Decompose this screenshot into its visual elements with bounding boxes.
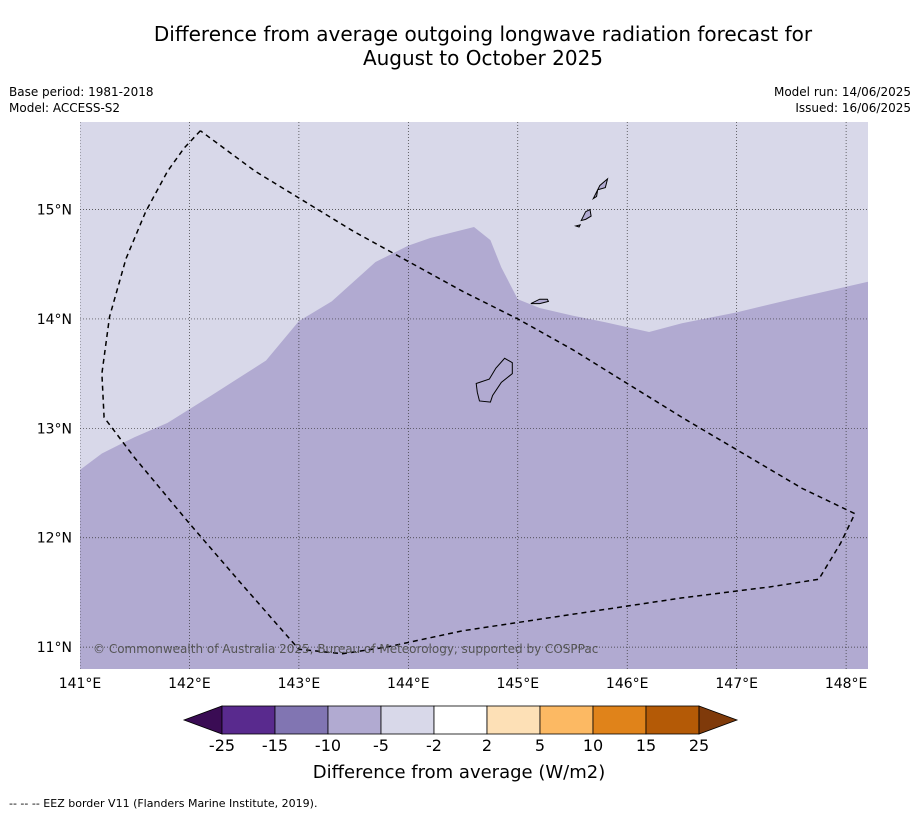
colorbar-label: 25: [689, 736, 709, 755]
colorbar-swatch: [380, 705, 435, 735]
lat-tick-label: 15°N: [37, 203, 72, 219]
lon-tick-label: 141°E: [59, 676, 102, 692]
lon-tick-label: 144°E: [387, 676, 430, 692]
colorbar-swatch: [274, 705, 329, 735]
footnote: -- -- -- EEZ border V11 (Flanders Marine…: [9, 797, 318, 810]
colorbar-swatch: [645, 705, 700, 735]
colorbar: -25 -15 -10 -5 -2 2 5 10 15 25: [182, 705, 739, 755]
eez-border: [101, 130, 856, 655]
lon-tick-label: 146°E: [606, 676, 649, 692]
map-title: Difference from average outgoing longwav…: [60, 22, 906, 70]
lat-tick-label: 11°N: [37, 640, 72, 656]
colorbar-label: 10: [583, 736, 603, 755]
colorbar-swatch: [486, 705, 541, 735]
lon-tick-label: 148°E: [825, 676, 868, 692]
axis-tick-labels: 141°E 142°E 143°E 144°E 145°E 146°E 147°E 148°E…: [37, 203, 868, 692]
issued-date: Issued: 16/06/2025: [795, 101, 911, 115]
lon-tick-label: 145°E: [496, 676, 539, 692]
island-aguijan: [573, 224, 582, 228]
colorbar-label: -2: [426, 736, 442, 755]
copyright-text: © Commonwealth of Australia 2025, Bureau…: [93, 642, 598, 656]
colorbar-label: 2: [482, 736, 492, 755]
colorbar-title: Difference from average (W/m2): [313, 762, 605, 783]
lon-tick-label: 142°E: [168, 676, 211, 692]
base-period: Base period: 1981-2018: [9, 85, 154, 99]
colorbar-extend-high: [698, 705, 739, 735]
colorbar-label: -5: [373, 736, 389, 755]
title-line-2: August to October 2025: [362, 46, 604, 70]
colorbar-label: 15: [636, 736, 656, 755]
islands: [475, 177, 609, 403]
colorbar-label: -25: [209, 736, 235, 755]
colorbar-swatch: [592, 705, 647, 735]
island-rota: [530, 298, 550, 305]
meta-left: Base period: 1981-2018 Model: ACCESS-S2: [9, 84, 154, 116]
lat-tick-label: 14°N: [37, 312, 72, 328]
meta-right: Model run: 14/06/2025 Issued: 16/06/2025: [774, 84, 911, 116]
lon-tick-label: 147°E: [715, 676, 758, 692]
lat-tick-label: 12°N: [37, 531, 72, 547]
island-saipan: [592, 177, 609, 201]
map-plot-area: © Commonwealth of Australia 2025, Bureau…: [80, 122, 868, 669]
model-name: Model: ACCESS-S2: [9, 101, 121, 115]
lat-tick-label: 13°N: [37, 421, 72, 437]
graticule: [80, 122, 868, 669]
anomaly-region-minus10-to-minus5: [80, 227, 868, 669]
colorbar-swatch: [539, 705, 594, 735]
colorbar-swatch: [221, 705, 276, 735]
colorbar-swatch: [433, 705, 488, 735]
title-line-1: Difference from average outgoing longwav…: [153, 22, 813, 46]
colorbar-label: 5: [535, 736, 545, 755]
colorbar-extend-low: [182, 705, 223, 735]
lon-tick-label: 143°E: [278, 676, 321, 692]
colorbar-label: -10: [315, 736, 341, 755]
island-guam: [475, 357, 513, 403]
island-tinian: [580, 208, 592, 222]
colorbar-swatch: [327, 705, 382, 735]
model-run: Model run: 14/06/2025: [773, 85, 911, 99]
colorbar-label: -15: [262, 736, 288, 755]
